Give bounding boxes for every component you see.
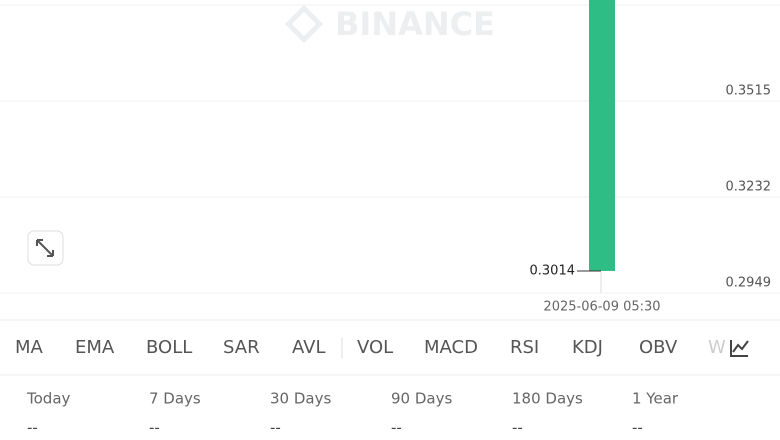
period-label: 30 Days xyxy=(270,390,331,408)
y-tick-label: 0.3798 xyxy=(726,0,772,3)
indicator-tab[interactable]: KDJ xyxy=(572,337,603,358)
period-value: -- xyxy=(512,419,523,437)
period-label: 7 Days xyxy=(149,390,201,408)
y-tick-label: 0.3232 xyxy=(726,180,772,195)
period-label: 90 Days xyxy=(391,390,452,408)
indicator-tab[interactable]: VOL xyxy=(357,337,393,358)
candle-body xyxy=(589,0,615,271)
period-value: -- xyxy=(27,419,38,437)
indicator-tab[interactable]: MA xyxy=(15,337,44,358)
low-label: 0.3014 xyxy=(530,263,576,278)
indicator-tab[interactable]: SAR xyxy=(223,337,260,358)
crosshair-time: 2025-06-09 05:30 xyxy=(543,300,660,315)
period-label: Today xyxy=(26,390,71,408)
indicator-tab[interactable]: OBV xyxy=(639,337,678,358)
indicator-tab[interactable]: BOLL xyxy=(146,337,192,358)
indicator-tab[interactable]: RSI xyxy=(510,337,539,358)
y-tick-label: 0.3515 xyxy=(726,84,772,99)
indicator-tab[interactable]: AVL xyxy=(292,337,326,358)
period-value: -- xyxy=(632,419,643,437)
period-value: -- xyxy=(391,419,402,437)
period-value: -- xyxy=(149,419,160,437)
period-value: -- xyxy=(270,419,281,437)
period-label: 1 Year xyxy=(632,390,679,408)
indicator-tab[interactable]: MACD xyxy=(424,337,478,358)
indicator-tab[interactable]: EMA xyxy=(75,337,115,358)
period-label: 180 Days xyxy=(512,390,583,408)
chart-settings-icon[interactable] xyxy=(730,340,749,357)
watermark-logo xyxy=(284,4,324,44)
watermark: BINANCE xyxy=(335,5,495,43)
expand-button[interactable] xyxy=(27,230,64,266)
y-tick-label: 0.2949 xyxy=(726,276,772,291)
indicator-tab[interactable]: W xyxy=(708,337,726,358)
